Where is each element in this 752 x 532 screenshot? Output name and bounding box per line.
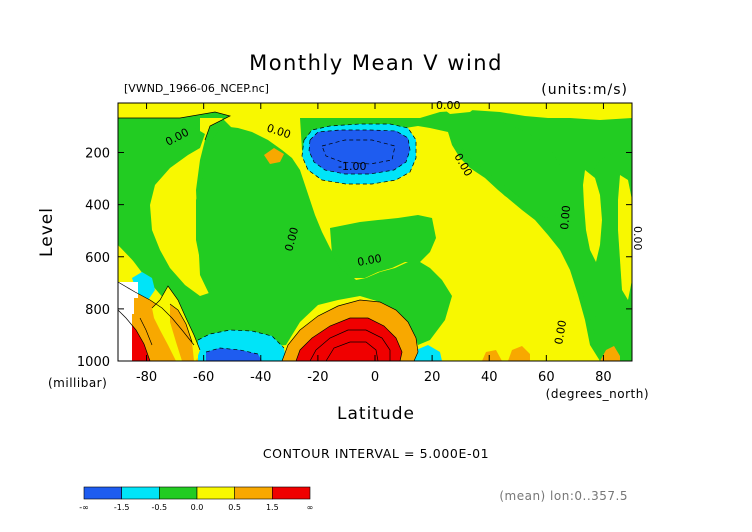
x-tick-label: 0: [371, 370, 379, 385]
contour-fill-orange: [600, 346, 620, 361]
colorbar-tick-label: ∞: [307, 503, 314, 512]
x-tick-label: 80: [595, 370, 612, 385]
x-tick-label: -20: [307, 370, 328, 385]
contour-fill-cyan: [414, 345, 442, 361]
y-axis-title: Level: [37, 207, 57, 257]
units-label: (units:m/s): [541, 82, 628, 98]
x-tick-label: 40: [481, 370, 498, 385]
contour-label: 0.00: [558, 205, 573, 231]
x-tick-label: -40: [250, 370, 271, 385]
contour-fill-orange: [264, 148, 284, 164]
colorbar-swatch: [272, 486, 311, 500]
contour-label: 0.00: [552, 319, 569, 345]
colorbar-swatch: [234, 486, 273, 500]
contour-label: 0.00: [631, 226, 644, 251]
colorbar-tick-label: 0.5: [228, 503, 241, 512]
contour-fill-layer: [118, 103, 632, 361]
colorbar-tick-label: 0.0: [191, 503, 204, 512]
x-tick-label: -60: [193, 370, 214, 385]
contour-fill-blue: [309, 130, 410, 174]
contour-fill-blue: [206, 348, 262, 361]
contour-fill-red: [296, 318, 402, 361]
footer-label: (mean) lon:0..357.5: [499, 489, 628, 503]
y-tick-label: 1000: [77, 355, 110, 370]
colorbar-swatch: [83, 486, 122, 500]
contour-label: 0.00: [356, 252, 382, 269]
colorbar: -∞ -1.5 -0.5 0.0 0.5 1.5 ∞: [79, 486, 314, 512]
contour-fill-orange: [482, 350, 502, 361]
contour-label: -1.00: [338, 160, 366, 173]
y-axis-units: (millibar): [48, 376, 107, 390]
y-tick-label: 400: [85, 199, 110, 214]
y-tick-label: 200: [85, 147, 110, 162]
contour-fill-orange: [170, 304, 194, 361]
colorbar-tick-label: -0.5: [152, 503, 168, 512]
colorbar-tick-label: -1.5: [114, 503, 130, 512]
contour-interval-label: CONTOUR INTERVAL = 5.000E-01: [263, 446, 489, 461]
contour-fill-green: [455, 118, 566, 218]
y-tick-label: 600: [85, 251, 110, 266]
colorbar-tick-label: -∞: [79, 503, 89, 512]
contour-fill-green: [460, 145, 632, 361]
x-tick-label: -80: [136, 370, 157, 385]
x-tick-label: 20: [424, 370, 441, 385]
contour-label: 0.00: [436, 99, 461, 112]
x-axis-title: Latitude: [337, 404, 415, 424]
y-axis: 200 400 600 800 1000: [77, 147, 632, 370]
x-axis: -80 -60 -40 -20 0 20 40 60 80: [136, 103, 612, 385]
contour-fill-yellow: [583, 170, 602, 262]
source-label: [VWND_1966-06_NCEP.nc]: [124, 82, 269, 95]
contour-fill-yellow: [438, 104, 480, 114]
x-axis-units: (degrees_north): [546, 387, 649, 401]
x-tick-label: 60: [538, 370, 555, 385]
colorbar-swatch: [196, 486, 235, 500]
contour-fill-yellow: [618, 175, 632, 300]
colorbar-swatch: [159, 486, 198, 500]
y-tick-label: 800: [85, 303, 110, 318]
contour-fill-orange: [508, 346, 530, 361]
contour-lines: [118, 111, 419, 361]
colorbar-tick-label: 1.5: [266, 503, 279, 512]
contour-label: 0.00: [282, 226, 301, 253]
contour-fill-green: [118, 118, 452, 352]
contour-fill-green: [330, 215, 436, 278]
colorbar-swatch: [121, 486, 160, 500]
chart-title: Monthly Mean V wind: [249, 51, 503, 75]
